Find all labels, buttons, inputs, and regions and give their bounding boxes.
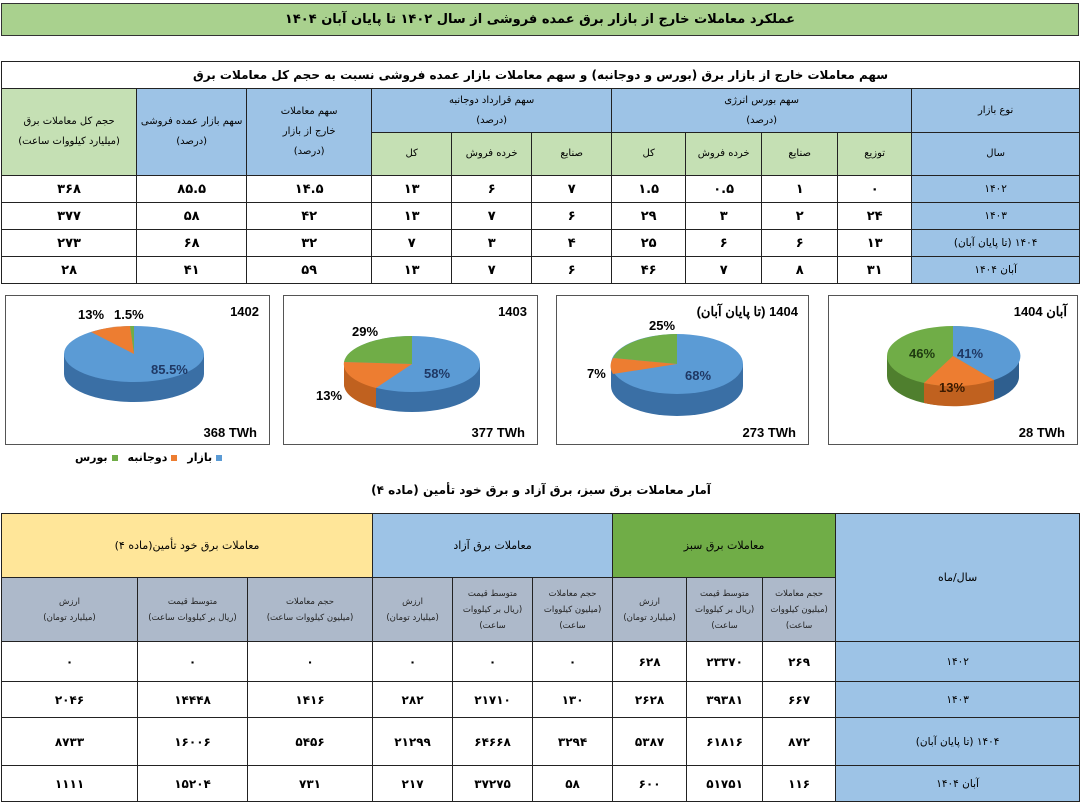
table-row: ۱۴۰۲ ۰ ۱ ۰.۵ ۱.۵ ۷ ۶ ۱۳ ۱۴.۵ ۸۵.۵ ۳۶۸ — [0, 175, 1081, 203]
header-green-price: متوسط قیمت (ریال بر کیلووات ساعت) — [686, 577, 764, 642]
header-bi-total: کل — [371, 132, 453, 176]
legend-bilateral: دوجانبه — [128, 451, 178, 464]
header-year: سال — [911, 132, 1081, 176]
table-row: ۱۴۰۳ ۲۴ ۲ ۳ ۲۹ ۶ ۷ ۱۳ ۴۲ ۵۸ ۳۷۷ — [0, 202, 1081, 230]
header-bi-industries: صنایع — [531, 132, 613, 176]
header-year-month: سال/ماه — [835, 513, 1081, 642]
green-free-self-table: سال/ماه معاملات برق سبز معاملات برق آزاد… — [0, 513, 1081, 802]
header-self-supply: معاملات برق خود تأمین(ماده ۴) — [0, 513, 374, 578]
pie-graphic — [610, 334, 743, 416]
table-row: ۱۴۰۳ ۶۶۷ ۳۹۳۸۱ ۲۶۲۸ ۱۳۰ ۲۱۷۱۰ ۲۸۲ ۱۴۱۶ ۱… — [0, 681, 1081, 718]
pie-graphic — [64, 326, 204, 402]
header-bilateral: سهم قرارداد دوجانبه (درصد) — [371, 88, 613, 133]
header-ex-industries: صنایع — [761, 132, 839, 176]
green-free-self-title: آمار معاملات برق سبز، برق آزاد و برق خود… — [371, 483, 711, 497]
legend-swatch-bilateral-icon — [171, 455, 178, 461]
header-self-value: ارزش (میلیارد تومان) — [0, 577, 139, 642]
header-free-volume: حجم معاملات (میلیون کیلووات ساعت) — [532, 577, 614, 642]
pie-graphic — [343, 335, 480, 412]
share-table: سهم معاملات خارج از بازار برق (بورس و دو… — [0, 61, 1081, 284]
header-ex-total: کل — [611, 132, 687, 176]
header-free-value: ارزش (میلیارد تومان) — [372, 577, 454, 642]
header-free-price: متوسط قیمت (ریال بر کیلووات ساعت) — [452, 577, 534, 642]
header-self-volume: حجم معاملات (میلیون کیلووات ساعت) — [247, 577, 374, 642]
pie-chart-aban-1404: آبان 1404 46% 41% 13% 28 TWh — [828, 295, 1078, 445]
header-free: معاملات برق آزاد — [372, 513, 614, 578]
header-wholesale: سهم بازار عمده فروشی (درصد) — [136, 88, 248, 176]
pie-chart-1404-ytd: 1404 (تا پایان آبان) 25% 7% 68% 273 TWh — [556, 295, 809, 445]
header-bi-retail: خرده فروش — [451, 132, 533, 176]
pie-graphic — [887, 325, 1021, 407]
legend-swatch-exchange-icon — [111, 455, 118, 461]
header-energy-exchange: سهم بورس انرژی (درصد) — [611, 88, 913, 133]
pie-legend: بازار دوجانبه بورس — [75, 451, 223, 464]
header-self-price: متوسط قیمت (ریال بر کیلووات ساعت) — [137, 577, 249, 642]
header-ex-retail: خرده فروش — [685, 132, 763, 176]
table-row: آبان ۱۴۰۴ ۱۱۶ ۵۱۷۵۱ ۶۰۰ ۵۸ ۳۷۲۷۵ ۲۱۷ ۷۳۱… — [0, 765, 1081, 802]
pie-chart-1402: 1402 13% 1.5% 85.5% 368 TWh — [5, 295, 270, 445]
legend-swatch-market-icon — [216, 455, 223, 461]
legend-exchange: بورس — [75, 451, 118, 464]
table-row: آبان ۱۴۰۴ ۳۱ ۸ ۷ ۴۶ ۶ ۷ ۱۳ ۵۹ ۴۱ ۲۸ — [0, 256, 1081, 284]
header-out-of-market: سهم معاملات خارج از بازار (درصد) — [246, 88, 373, 176]
header-green: معاملات برق سبز — [612, 513, 837, 578]
table-row: ۱۴۰۴ (تا پایان آبان) ۸۷۲ ۶۱۸۱۶ ۵۳۸۷ ۳۲۹۴… — [0, 717, 1081, 766]
report-title: عملکرد معاملات خارج از بازار برق عمده فر… — [1, 3, 1079, 36]
legend-market: بازار — [187, 451, 223, 464]
table-row: ۱۴۰۴ (تا پایان آبان) ۱۳ ۶ ۶ ۲۵ ۴ ۳ ۷ ۳۲ … — [0, 229, 1081, 257]
header-market-type: نوع بازار — [911, 88, 1081, 133]
header-total-volume: حجم کل معاملات برق (میلیارد کیلووات ساعت) — [0, 88, 138, 176]
pie-chart-1403: 1403 29% 13% 58% 377 TWh — [283, 295, 538, 445]
header-ex-distribution: توزیع — [837, 132, 913, 176]
pie-charts-row: 1402 13% 1.5% 85.5% 368 TWh بازار دوجانب… — [0, 293, 1082, 473]
header-green-volume: حجم معاملات (میلیون کیلووات ساعت) — [762, 577, 837, 642]
header-green-value: ارزش (میلیارد تومان) — [612, 577, 688, 642]
table-row: ۱۴۰۲ ۲۶۹ ۲۳۳۷۰ ۶۲۸ ۰ ۰ ۰ ۰ ۰ ۰ — [0, 641, 1081, 682]
share-table-caption: سهم معاملات خارج از بازار برق (بورس و دو… — [0, 61, 1081, 89]
